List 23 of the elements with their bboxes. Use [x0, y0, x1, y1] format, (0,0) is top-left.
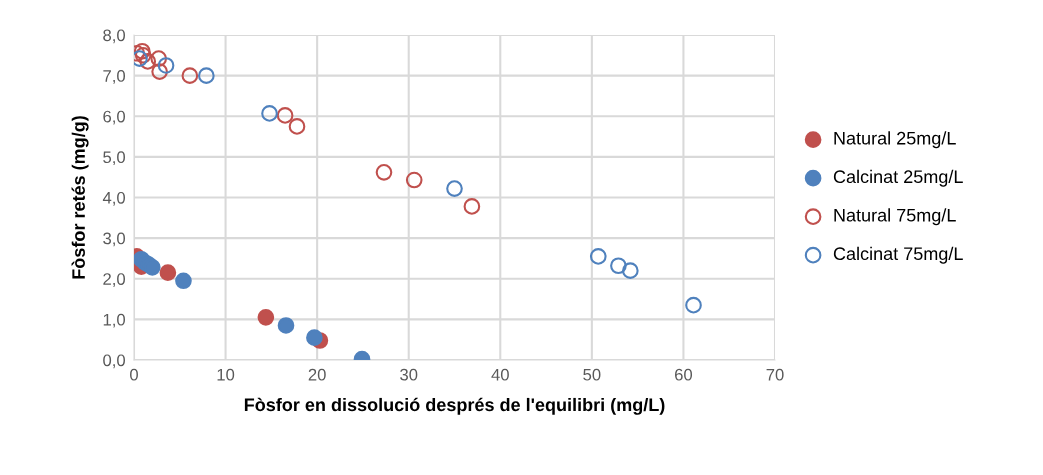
legend-label: Natural 75mg/L — [834, 208, 956, 226]
x-tick-label: 20 — [308, 368, 326, 381]
y-tick-label: 4,0 — [102, 191, 126, 206]
y-tick-label: 3,0 — [103, 232, 126, 247]
x-tick-label: 30 — [400, 368, 418, 381]
legend-label: Calcinat 25mg/L — [833, 169, 963, 187]
x-tick-label: 60 — [675, 368, 693, 381]
x-tick-label: 40 — [491, 368, 509, 381]
x-axis-title: Fòsfor en dissolució després de l'equilibri (mg/L) — [244, 397, 665, 415]
x-tick-label: 10 — [217, 368, 235, 381]
y-tick-label: 0,0 — [103, 354, 126, 369]
y-axis-title: Fòsfor retés (mg/g) — [71, 116, 89, 279]
x-tick-label: 50 — [583, 368, 601, 381]
y-tick-label: 7,0 — [103, 70, 126, 84]
y-tick-label: 5,0 — [103, 151, 126, 166]
y-tick-label: 2,0 — [103, 273, 126, 287]
legend-label: Natural 25mg/L — [834, 131, 956, 149]
y-tick-label: 8,0 — [103, 29, 126, 44]
legend-label: Calcinat 75mg/L — [833, 246, 963, 264]
x-tick-label: 70 — [766, 368, 784, 381]
y-tick-label: 6,0 — [103, 110, 126, 125]
y-tick-label: 1,0 — [103, 313, 126, 328]
x-tick-label: 0 — [130, 368, 138, 381]
